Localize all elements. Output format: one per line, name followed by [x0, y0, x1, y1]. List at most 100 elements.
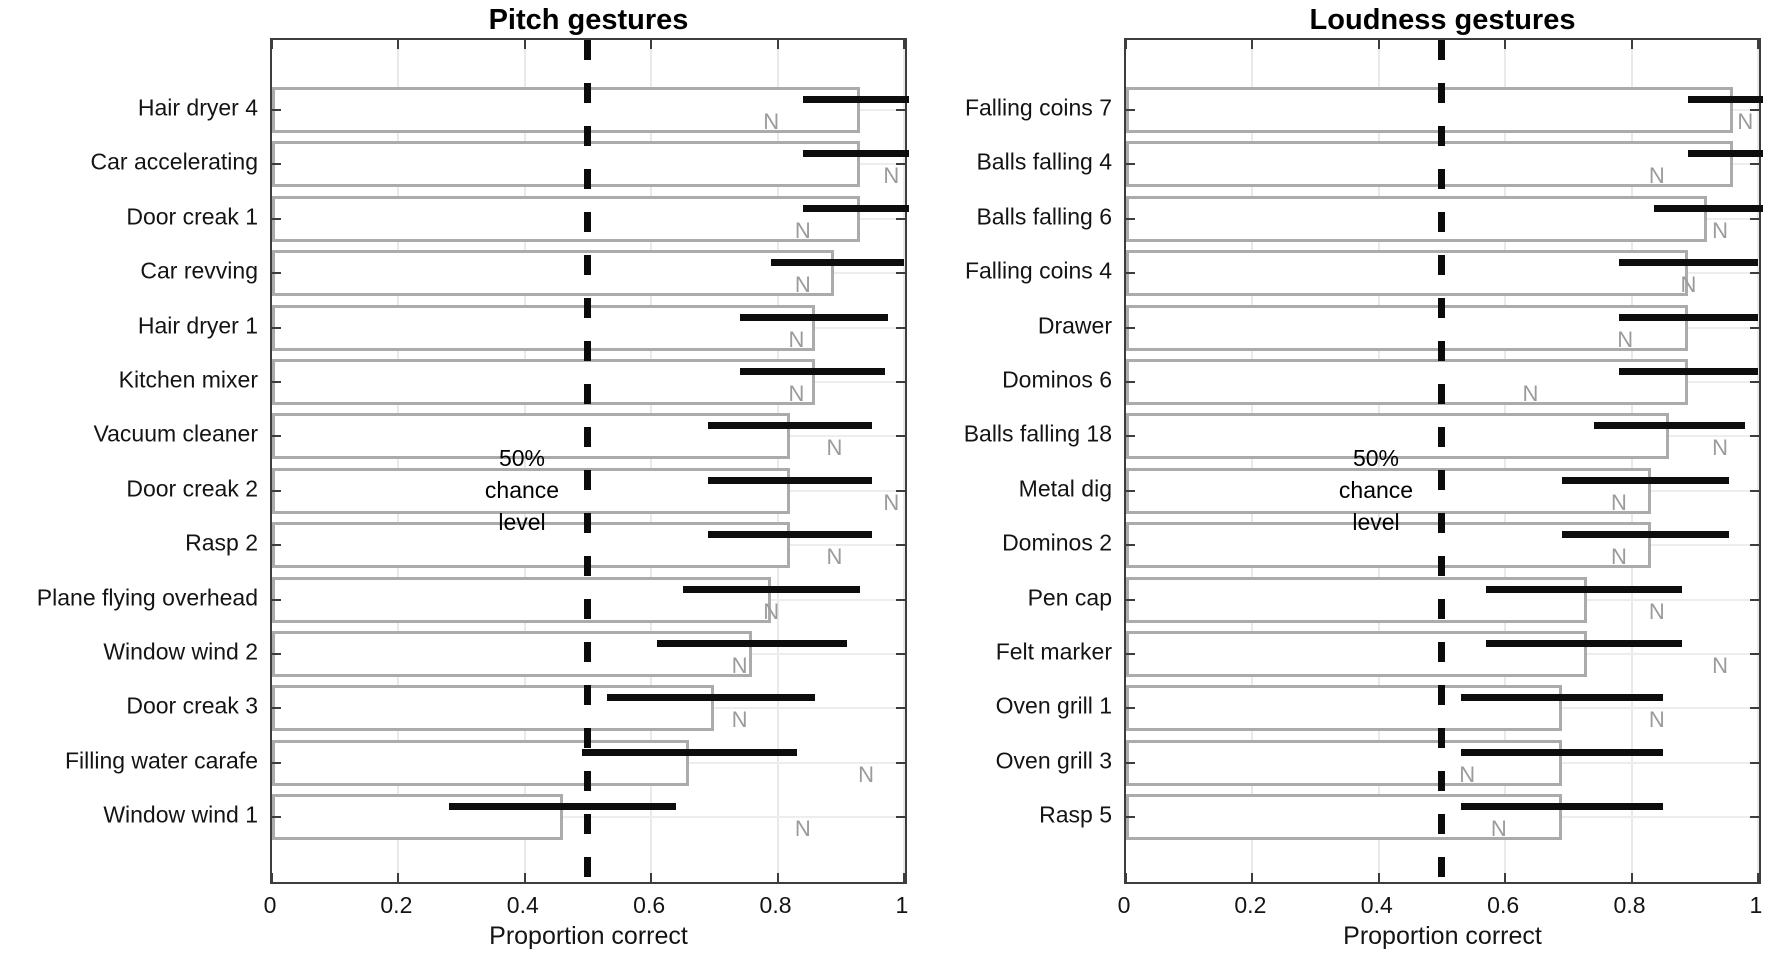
n-marker: N — [1712, 435, 1728, 461]
tick-mark — [902, 873, 905, 882]
y-axis-label: Car accelerating — [90, 148, 258, 175]
tick-mark — [896, 707, 905, 710]
tick-mark — [1756, 40, 1759, 49]
y-axis-label: Door creak 2 — [126, 475, 258, 502]
bar — [1126, 141, 1733, 188]
error-bar — [1688, 150, 1763, 158]
x-tick-label: 1 — [1749, 892, 1763, 918]
n-marker: N — [1490, 816, 1507, 842]
n-marker: N — [1459, 761, 1476, 787]
bar — [272, 467, 791, 514]
n-marker: N — [858, 761, 874, 787]
tick-mark — [523, 873, 526, 882]
tick-mark — [272, 272, 281, 275]
bar — [1126, 467, 1651, 514]
x-tick-label: 0.2 — [380, 892, 413, 918]
tick-mark — [1126, 598, 1135, 601]
tick-mark — [1750, 435, 1759, 438]
tick-mark — [1125, 873, 1127, 882]
n-marker: N — [788, 381, 805, 406]
y-axis-label: Hair dryer 4 — [137, 94, 258, 121]
tick-mark — [1750, 326, 1759, 329]
bar — [1126, 576, 1588, 623]
n-marker: N — [1737, 109, 1754, 134]
tick-mark — [896, 598, 905, 601]
tick-mark — [523, 40, 526, 49]
y-axis-label: Vacuum cleaner — [93, 420, 259, 447]
tick-mark — [1126, 109, 1135, 111]
x-tick-label: 0 — [1117, 892, 1131, 918]
n-marker: N — [1712, 217, 1728, 243]
plot-area: N N N N N N N N N N N N N N 50% chance level — [270, 38, 909, 884]
tick-mark — [1750, 381, 1759, 383]
x-axis-title: Proportion correct — [1343, 922, 1542, 950]
error-bar — [708, 476, 873, 484]
y-axis-label: Drawer — [1037, 312, 1112, 339]
grid-line — [397, 40, 400, 882]
y-axis-label: Falling coins 7 — [964, 94, 1112, 121]
tick-mark — [272, 163, 281, 166]
tick-mark — [1756, 873, 1759, 882]
tick-mark — [1251, 873, 1254, 882]
error-bar — [1486, 585, 1683, 593]
chart-title: Loudness gestures — [1309, 4, 1576, 36]
n-marker: N — [763, 109, 780, 134]
n-marker: N — [1712, 653, 1728, 678]
tick-mark — [896, 761, 905, 764]
tick-mark — [896, 217, 905, 220]
bar — [272, 195, 860, 242]
n-marker: N — [794, 272, 811, 298]
bar — [272, 141, 860, 188]
tick-mark — [272, 217, 281, 220]
tick-mark — [896, 326, 905, 329]
tick-mark — [272, 489, 281, 492]
tick-mark — [896, 435, 905, 438]
tick-mark — [272, 109, 281, 111]
n-marker: N — [883, 163, 900, 189]
n-marker: N — [794, 816, 811, 842]
tick-mark — [1126, 544, 1135, 547]
error-bar — [1460, 803, 1664, 811]
x-tick-label: 0.6 — [1487, 892, 1520, 918]
tick-mark — [1750, 761, 1759, 764]
tick-mark — [1504, 40, 1507, 49]
x-tick-label: 0.2 — [1234, 892, 1267, 918]
y-axis-label: Metal dig — [1018, 475, 1112, 502]
tick-mark — [1504, 873, 1507, 882]
bar — [272, 576, 772, 623]
x-tick-label: 0.8 — [759, 892, 792, 918]
error-bar — [708, 531, 873, 539]
y-axis-label: Kitchen mixer — [118, 366, 258, 393]
tick-mark — [1750, 653, 1759, 655]
y-axis-label: Rasp 5 — [1039, 801, 1112, 828]
n-marker: N — [883, 489, 900, 515]
n-marker: N — [826, 544, 843, 570]
tick-mark — [272, 381, 281, 383]
n-marker: N — [1610, 489, 1627, 515]
y-axis-label: Hair dryer 1 — [137, 312, 258, 339]
tick-mark — [1251, 40, 1254, 49]
tick-mark — [1126, 435, 1135, 438]
bar — [272, 685, 715, 732]
tick-mark — [896, 653, 905, 655]
tick-mark — [1750, 272, 1759, 275]
bar — [272, 304, 816, 351]
chance-level-annotation-line: chance — [1338, 477, 1414, 503]
tick-mark — [1126, 761, 1135, 764]
grid-line — [1377, 40, 1380, 882]
n-marker: N — [1648, 163, 1665, 189]
plot-area: N N N N N N N N N N N N N N 50% chance level — [1124, 38, 1763, 884]
bar — [272, 522, 791, 569]
grid-line — [1504, 40, 1507, 882]
n-marker: N — [788, 326, 805, 352]
tick-mark — [397, 873, 400, 882]
n-marker: N — [1680, 272, 1697, 298]
error-bar — [739, 313, 889, 321]
n-marker: N — [731, 653, 748, 678]
y-axis-label: Balls falling 4 — [976, 148, 1112, 175]
error-bar — [1460, 694, 1664, 702]
tick-mark — [1126, 163, 1135, 166]
tick-mark — [1750, 163, 1759, 166]
tick-mark — [902, 40, 905, 49]
tick-mark — [1750, 816, 1759, 819]
